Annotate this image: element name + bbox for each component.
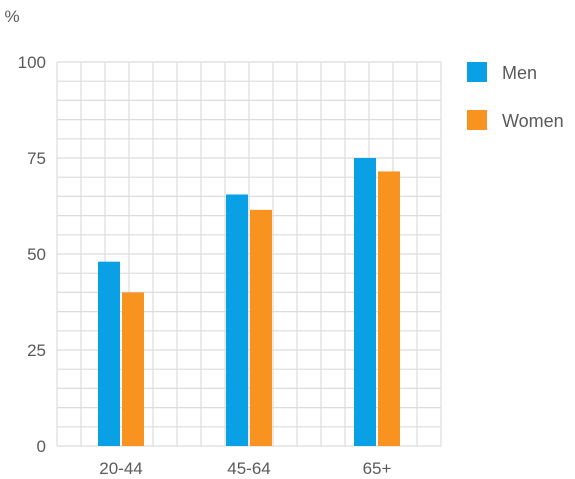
x-tick-label: 20-44 xyxy=(99,459,142,478)
bar-men-20-44 xyxy=(98,261,120,446)
y-tick-label: 50 xyxy=(27,245,46,264)
bar-women-20-44 xyxy=(122,292,144,446)
bar-women-45-64 xyxy=(250,209,272,446)
legend-label: Men xyxy=(502,63,537,83)
bar-women-65+ xyxy=(378,171,400,446)
legend-item-men: Men xyxy=(467,62,537,83)
y-tick-label: 25 xyxy=(27,341,46,360)
legend-label: Women xyxy=(502,111,564,131)
y-axis-label: % xyxy=(4,7,19,26)
bar-men-45-64 xyxy=(226,194,248,446)
legend: Men Women xyxy=(467,62,564,131)
x-tick-label: 45-64 xyxy=(227,459,270,478)
legend-swatch xyxy=(467,110,487,130)
bar-men-65+ xyxy=(354,158,376,446)
bars xyxy=(98,158,400,446)
x-tick-label: 65+ xyxy=(363,459,392,478)
x-axis: 20-44 45-64 65+ xyxy=(99,459,391,478)
y-tick-label: 0 xyxy=(37,437,46,456)
legend-swatch xyxy=(467,62,487,82)
y-axis: % 0 25 50 75 100 xyxy=(4,7,46,456)
y-tick-label: 75 xyxy=(27,149,46,168)
y-tick-label: 100 xyxy=(18,53,46,72)
legend-item-women: Women xyxy=(467,110,564,131)
